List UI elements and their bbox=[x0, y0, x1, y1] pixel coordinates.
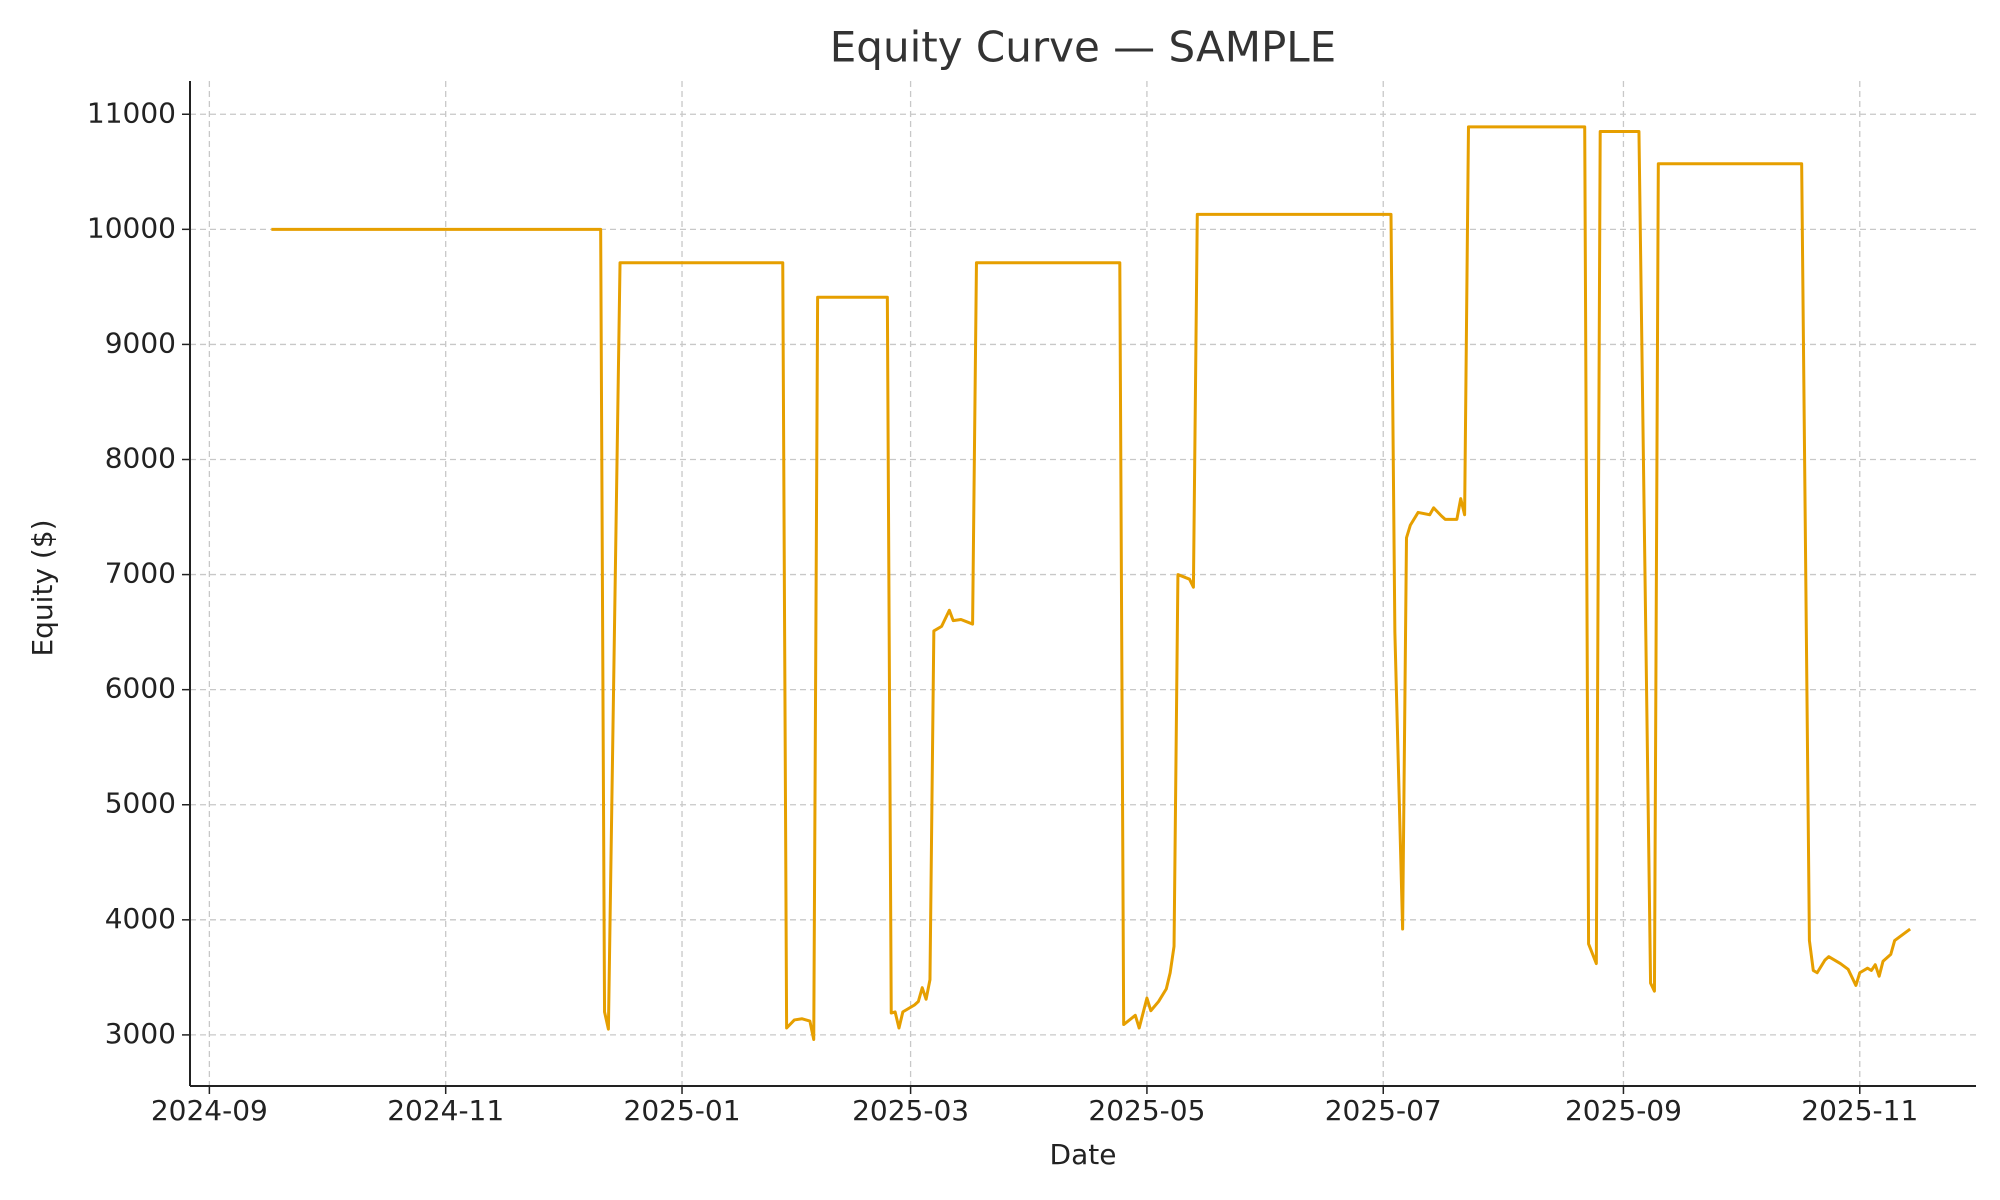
x-tick-label: 2024-11 bbox=[387, 1094, 504, 1127]
x-tick-label: 2025-03 bbox=[852, 1094, 969, 1127]
x-tick-label: 2025-11 bbox=[1801, 1094, 1918, 1127]
y-tick-label: 11000 bbox=[87, 96, 176, 129]
y-tick-label: 7000 bbox=[105, 557, 176, 590]
x-tick-label: 2025-01 bbox=[624, 1094, 741, 1127]
equity-line bbox=[271, 125, 1912, 1042]
x-tick-label: 2025-05 bbox=[1088, 1094, 1205, 1127]
y-tick-label: 8000 bbox=[105, 442, 176, 475]
x-tick-label: 2025-09 bbox=[1565, 1094, 1682, 1127]
y-tick-label: 3000 bbox=[105, 1017, 176, 1050]
y-tick-label: 5000 bbox=[105, 787, 176, 820]
y-tick-label: 6000 bbox=[105, 672, 176, 705]
y-tick-label: 10000 bbox=[87, 211, 176, 244]
x-axis-label: Date bbox=[1050, 1138, 1117, 1171]
y-tick-label: 9000 bbox=[105, 326, 176, 359]
y-tick-label: 4000 bbox=[105, 902, 176, 935]
x-tick-label: 2024-09 bbox=[151, 1094, 268, 1127]
x-tick-label: 2025-07 bbox=[1325, 1094, 1442, 1127]
chart-title: Equity Curve — SAMPLE bbox=[830, 23, 1336, 72]
y-axis-label: Equity ($) bbox=[26, 519, 59, 656]
